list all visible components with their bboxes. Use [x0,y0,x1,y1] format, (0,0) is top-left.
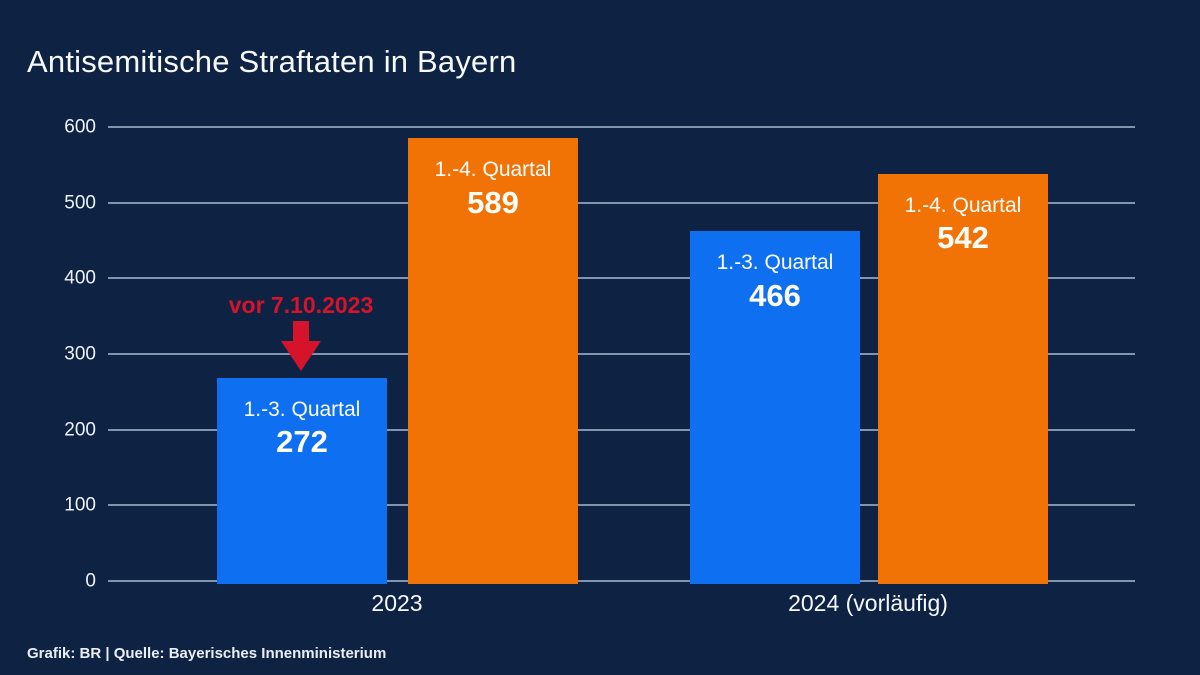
bar-2024-q1-3: 1.-3. Quartal 466 [690,231,860,584]
bar-value-label: 272 [276,424,328,460]
bar-2023-q1-4: 1.-4. Quartal 589 [408,138,578,584]
y-tick-label-300: 300 [64,343,96,365]
chart-title: Antisemitische Straftaten in Bayern [27,44,517,79]
y-tick-label-500: 500 [64,192,96,214]
x-axis-label-2023: 2023 [371,590,423,616]
gridline-200 [108,428,1135,431]
bar-value-label: 589 [467,184,519,220]
y-tick-label-400: 400 [64,267,96,289]
y-tick-label-100: 100 [64,494,96,516]
y-tick-label-600: 600 [64,116,96,138]
bar-2024-q1-4: 1.-4. Quartal 542 [878,173,1048,584]
red-down-arrow-icon [281,321,321,371]
gridline-600 [108,126,1135,128]
gridline-100 [108,504,1135,507]
gridline-500 [108,201,1135,204]
x-axis-label-2024: 2024 (vorläufig) [788,590,948,616]
y-tick-label-200: 200 [64,419,96,441]
plot-area: 1.-3. Quartal 272 1.-4. Quartal 589 1.-3… [64,118,1135,591]
gridline-0 [108,580,1135,582]
bar-period-label: 1.-3. Quartal [243,398,361,422]
bar-period-label: 1.-3. Quartal [716,251,834,275]
gridline-400 [108,277,1135,280]
source-credit: Grafik: BR | Quelle: Bayerisches Innenmi… [27,645,387,662]
annotation-vor-7-10-2023: vor 7.10.2023 [228,292,374,318]
bar-value-label: 466 [749,277,801,313]
gridline-300 [108,353,1135,355]
bar-value-label: 542 [937,220,989,256]
bar-period-label: 1.-4. Quartal [904,193,1022,217]
y-tick-label-0: 0 [85,570,96,592]
bar-period-label: 1.-4. Quartal [434,158,552,182]
bar-2023-q1-3: 1.-3. Quartal 272 [217,378,387,584]
